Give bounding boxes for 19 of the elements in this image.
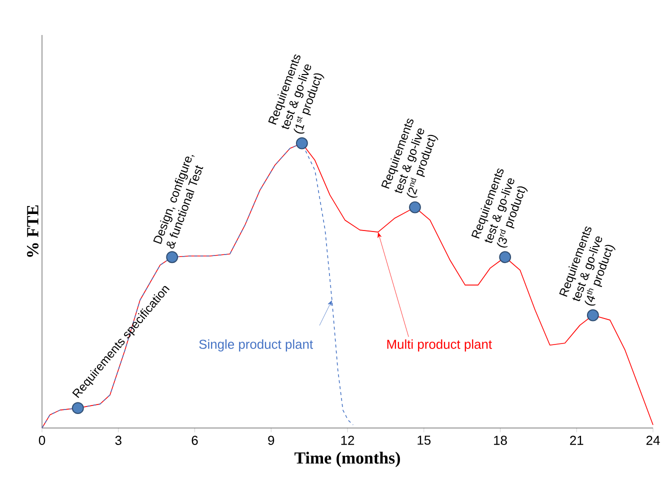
x-axis-title: Time (months): [294, 452, 400, 468]
x-tick-label: 12: [341, 436, 354, 445]
y-axis-title: % FTE: [26, 205, 38, 257]
point: [586, 309, 599, 322]
point: [499, 251, 512, 264]
x-tick-label: 9: [268, 436, 274, 445]
x-tick-label: 0: [38, 436, 46, 445]
point: [166, 251, 178, 264]
x-tick-label: 15: [418, 436, 431, 445]
point: [408, 201, 421, 214]
x-tick-label: 21: [570, 436, 584, 445]
legend-label: Single product plant: [199, 339, 313, 352]
x-tick-label: 6: [192, 436, 198, 445]
text: Multi product plant: [387, 339, 492, 352]
x-tick-label: 18: [494, 436, 507, 445]
point: [296, 137, 308, 150]
point: [72, 402, 84, 414]
x-tick-label: 24: [646, 436, 660, 445]
x-tick-label: 3: [115, 436, 122, 445]
